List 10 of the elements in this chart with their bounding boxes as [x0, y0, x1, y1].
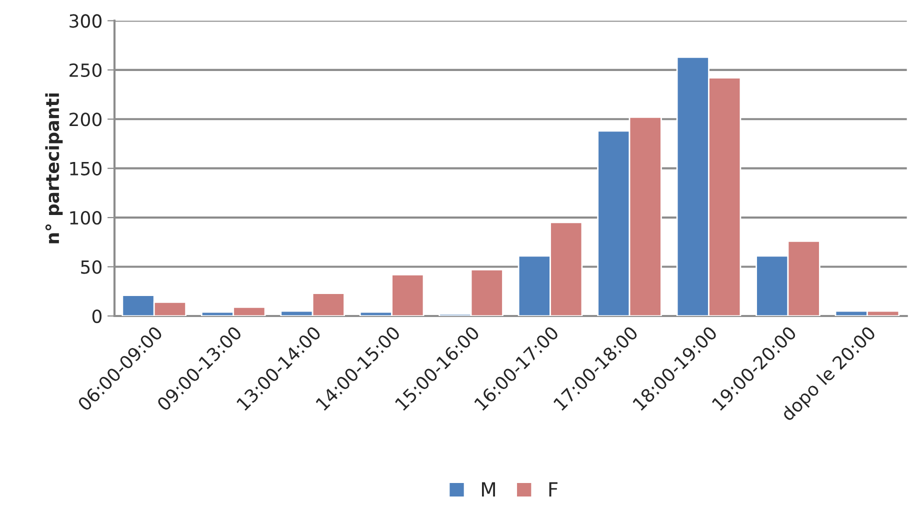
y-tick-label: 300: [70, 14, 102, 28]
y-tick-label: 150: [70, 162, 102, 176]
legend-label: F: [549, 482, 558, 496]
y-tick-label: 200: [70, 112, 102, 126]
y-tick-label: 250: [70, 63, 102, 78]
y-tick-label: 50: [81, 260, 102, 274]
y-tick-label: 0: [92, 309, 102, 324]
y-axis-title: n° partecipanti: [45, 94, 63, 244]
y-tick-label: 100: [70, 211, 102, 225]
legend-label: M: [482, 482, 495, 496]
